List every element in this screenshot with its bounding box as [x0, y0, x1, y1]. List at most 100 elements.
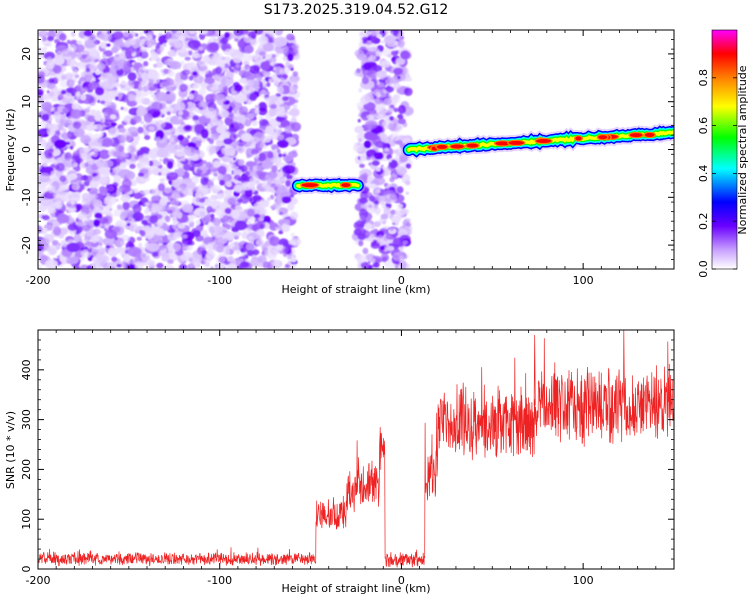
noise-blob: [256, 170, 263, 176]
noise-blob: [43, 46, 48, 52]
noise-blob: [38, 162, 42, 170]
noise-blob: [151, 101, 163, 112]
noise-blob: [66, 168, 77, 178]
noise-blob: [370, 242, 381, 249]
noise-blob: [200, 176, 209, 186]
noise-blob: [100, 100, 106, 105]
noise-blob: [134, 261, 144, 269]
noise-blob: [38, 74, 46, 84]
noise-blob: [373, 221, 381, 228]
noise-blob: [75, 91, 81, 97]
noise-blob: [84, 39, 97, 49]
noise-blob: [144, 135, 151, 140]
noise-blob: [49, 244, 55, 249]
noise-blob: [214, 234, 228, 245]
spectrogram-ridges: [289, 123, 674, 196]
noise-blob: [100, 132, 104, 137]
noise-blob: [97, 99, 101, 103]
noise-blob: [370, 36, 377, 42]
noise-blob: [70, 32, 76, 37]
noise-blob: [199, 198, 206, 203]
noise-blob: [267, 151, 274, 159]
noise-blob: [359, 211, 373, 222]
noise-blob: [90, 36, 95, 41]
noise-blob: [43, 51, 56, 60]
noise-blob: [159, 158, 163, 162]
noise-blob: [66, 242, 80, 253]
noise-blob: [76, 203, 83, 211]
noise-blob: [383, 206, 391, 216]
noise-blob: [47, 152, 53, 157]
noise-blob: [100, 187, 108, 194]
noise-blob: [404, 76, 413, 82]
noise-blob: [88, 187, 99, 195]
snr-panel: -200 -100 0 100 0 100 200 300 400 Height of str…: [4, 329, 675, 595]
noise-blob: [62, 107, 69, 114]
noise-blob: [356, 254, 367, 264]
noise-blob: [387, 54, 392, 58]
noise-blob: [110, 60, 124, 71]
noise-blob: [361, 76, 369, 85]
noise-blob: [210, 194, 218, 201]
noise-blob: [221, 56, 226, 60]
noise-blob: [149, 108, 155, 114]
noise-blob: [235, 250, 240, 255]
noise-blob: [127, 79, 135, 87]
noise-blob: [38, 172, 51, 183]
noise-blob: [96, 230, 102, 234]
noise-blob: [255, 180, 261, 185]
noise-blob: [371, 51, 377, 56]
noise-blob: [147, 233, 163, 243]
noise-blob: [197, 60, 207, 67]
noise-blob: [218, 87, 224, 93]
noise-blob: [253, 30, 264, 35]
noise-blob: [237, 177, 243, 182]
noise-blob: [123, 209, 135, 219]
noise-blob: [44, 259, 58, 269]
noise-blob: [91, 150, 99, 158]
noise-blob: [193, 261, 199, 268]
noise-blob: [129, 163, 136, 169]
noise-blob: [362, 247, 369, 255]
noise-blob: [143, 113, 153, 123]
noise-blob: [222, 111, 229, 118]
noise-blob: [234, 38, 239, 42]
noise-blob: [187, 101, 192, 106]
noise-blob: [259, 118, 268, 127]
noise-blob: [405, 191, 409, 195]
noise-blob: [393, 107, 399, 113]
noise-blob: [357, 118, 361, 123]
noise-blob: [144, 208, 150, 215]
noise-blob: [152, 251, 159, 257]
noise-blob: [136, 236, 142, 241]
noise-blob: [366, 51, 373, 56]
noise-blob: [108, 247, 119, 257]
noise-blob: [102, 137, 113, 148]
noise-blob: [102, 54, 106, 59]
noise-blob: [103, 110, 109, 116]
noise-blob: [113, 82, 120, 88]
noise-blob: [108, 127, 120, 137]
noise-blob: [259, 232, 265, 236]
noise-blob: [137, 126, 144, 134]
noise-blob: [219, 180, 225, 186]
noise-blob: [243, 117, 250, 126]
noise-blob: [93, 174, 108, 185]
colorbar-ticks: 0.0 0.2 0.4 0.6 0.8: [697, 69, 737, 278]
noise-blob: [292, 71, 299, 77]
noise-blob: [166, 70, 176, 77]
noise-blob: [196, 75, 205, 82]
noise-blob: [372, 160, 380, 166]
noise-blob: [249, 54, 259, 61]
noise-blob: [54, 139, 67, 149]
noise-blob: [149, 215, 158, 224]
noise-blob: [100, 30, 109, 35]
noise-blob: [53, 111, 62, 120]
snr-x-label: Height of straight line (km): [281, 582, 430, 595]
noise-blob: [94, 70, 102, 75]
noise-blob: [167, 259, 174, 265]
noise-blob: [385, 198, 392, 204]
noise-blob: [181, 69, 191, 76]
noise-blob: [95, 86, 105, 96]
